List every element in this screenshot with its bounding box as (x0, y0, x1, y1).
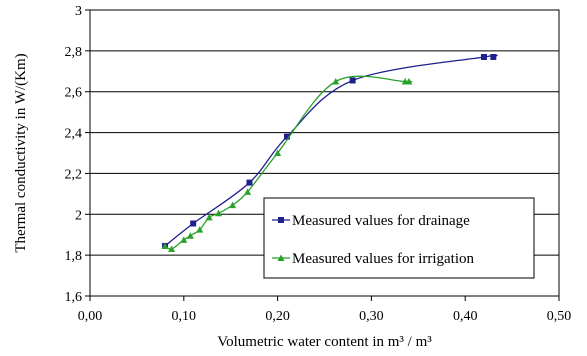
legend-box (263, 197, 535, 279)
series-layer (161, 53, 498, 253)
legend-item: Measured values for drainage (272, 213, 470, 229)
data-point (246, 179, 253, 186)
data-point (196, 226, 204, 233)
legend-label: Measured values for drainage (292, 213, 470, 229)
tick-labels: 1,6 1,8 2 2,2 2,4 2,6 2,8 3 0,00 0,10 0,20 0,30 0,40… (65, 4, 572, 324)
x-tick-label: 0,20 (265, 309, 290, 324)
x-tick-label: 0,30 (359, 309, 384, 324)
data-point (274, 149, 282, 156)
x-tick-label: 0,50 (547, 309, 572, 324)
legend-item: Measured values for irrigation (272, 251, 475, 267)
y-tick-label: 1,8 (65, 249, 83, 264)
data-point (229, 201, 237, 209)
data-point (215, 209, 223, 217)
data-point (283, 133, 290, 140)
data-point (490, 53, 497, 60)
y-tick-label: 2 (75, 208, 82, 223)
x-tick-label: 0,10 (172, 309, 197, 324)
y-tick-label: 3 (75, 4, 82, 19)
legend-marker (278, 217, 284, 223)
x-tick-label: 0,40 (453, 309, 478, 324)
y-tick-label: 1,6 (65, 290, 83, 305)
plot-area-frame (89, 9, 560, 297)
data-point (205, 213, 213, 221)
x-axis-label: Volumetric water content in m³ / m³ (217, 334, 432, 350)
x-tick-label: 0,00 (78, 309, 103, 324)
data-point (190, 220, 197, 227)
data-point (244, 188, 252, 195)
y-tick-label: 2,2 (65, 167, 83, 182)
data-point (161, 242, 169, 249)
data-point (180, 236, 188, 243)
data-point (186, 232, 194, 239)
axis-ticks (85, 9, 560, 301)
data-point (480, 53, 487, 60)
data-point (349, 77, 356, 84)
legend-marker (277, 254, 285, 261)
data-point (168, 245, 176, 253)
data-point (332, 78, 340, 85)
legend-items: Measured values for drainage Measured val… (272, 213, 475, 267)
data-point (405, 78, 413, 85)
series-irrigation (161, 75, 413, 253)
legend: Measured values for drainage Measured val… (263, 197, 535, 279)
legend-label: Measured values for irrigation (292, 251, 475, 267)
y-tick-label: 2,6 (65, 86, 83, 101)
y-axis-label: Thermal conductivity in W/(Km) (13, 53, 29, 252)
y-tick-label: 2,4 (65, 127, 83, 142)
y-tick-label: 2,8 (65, 45, 83, 60)
